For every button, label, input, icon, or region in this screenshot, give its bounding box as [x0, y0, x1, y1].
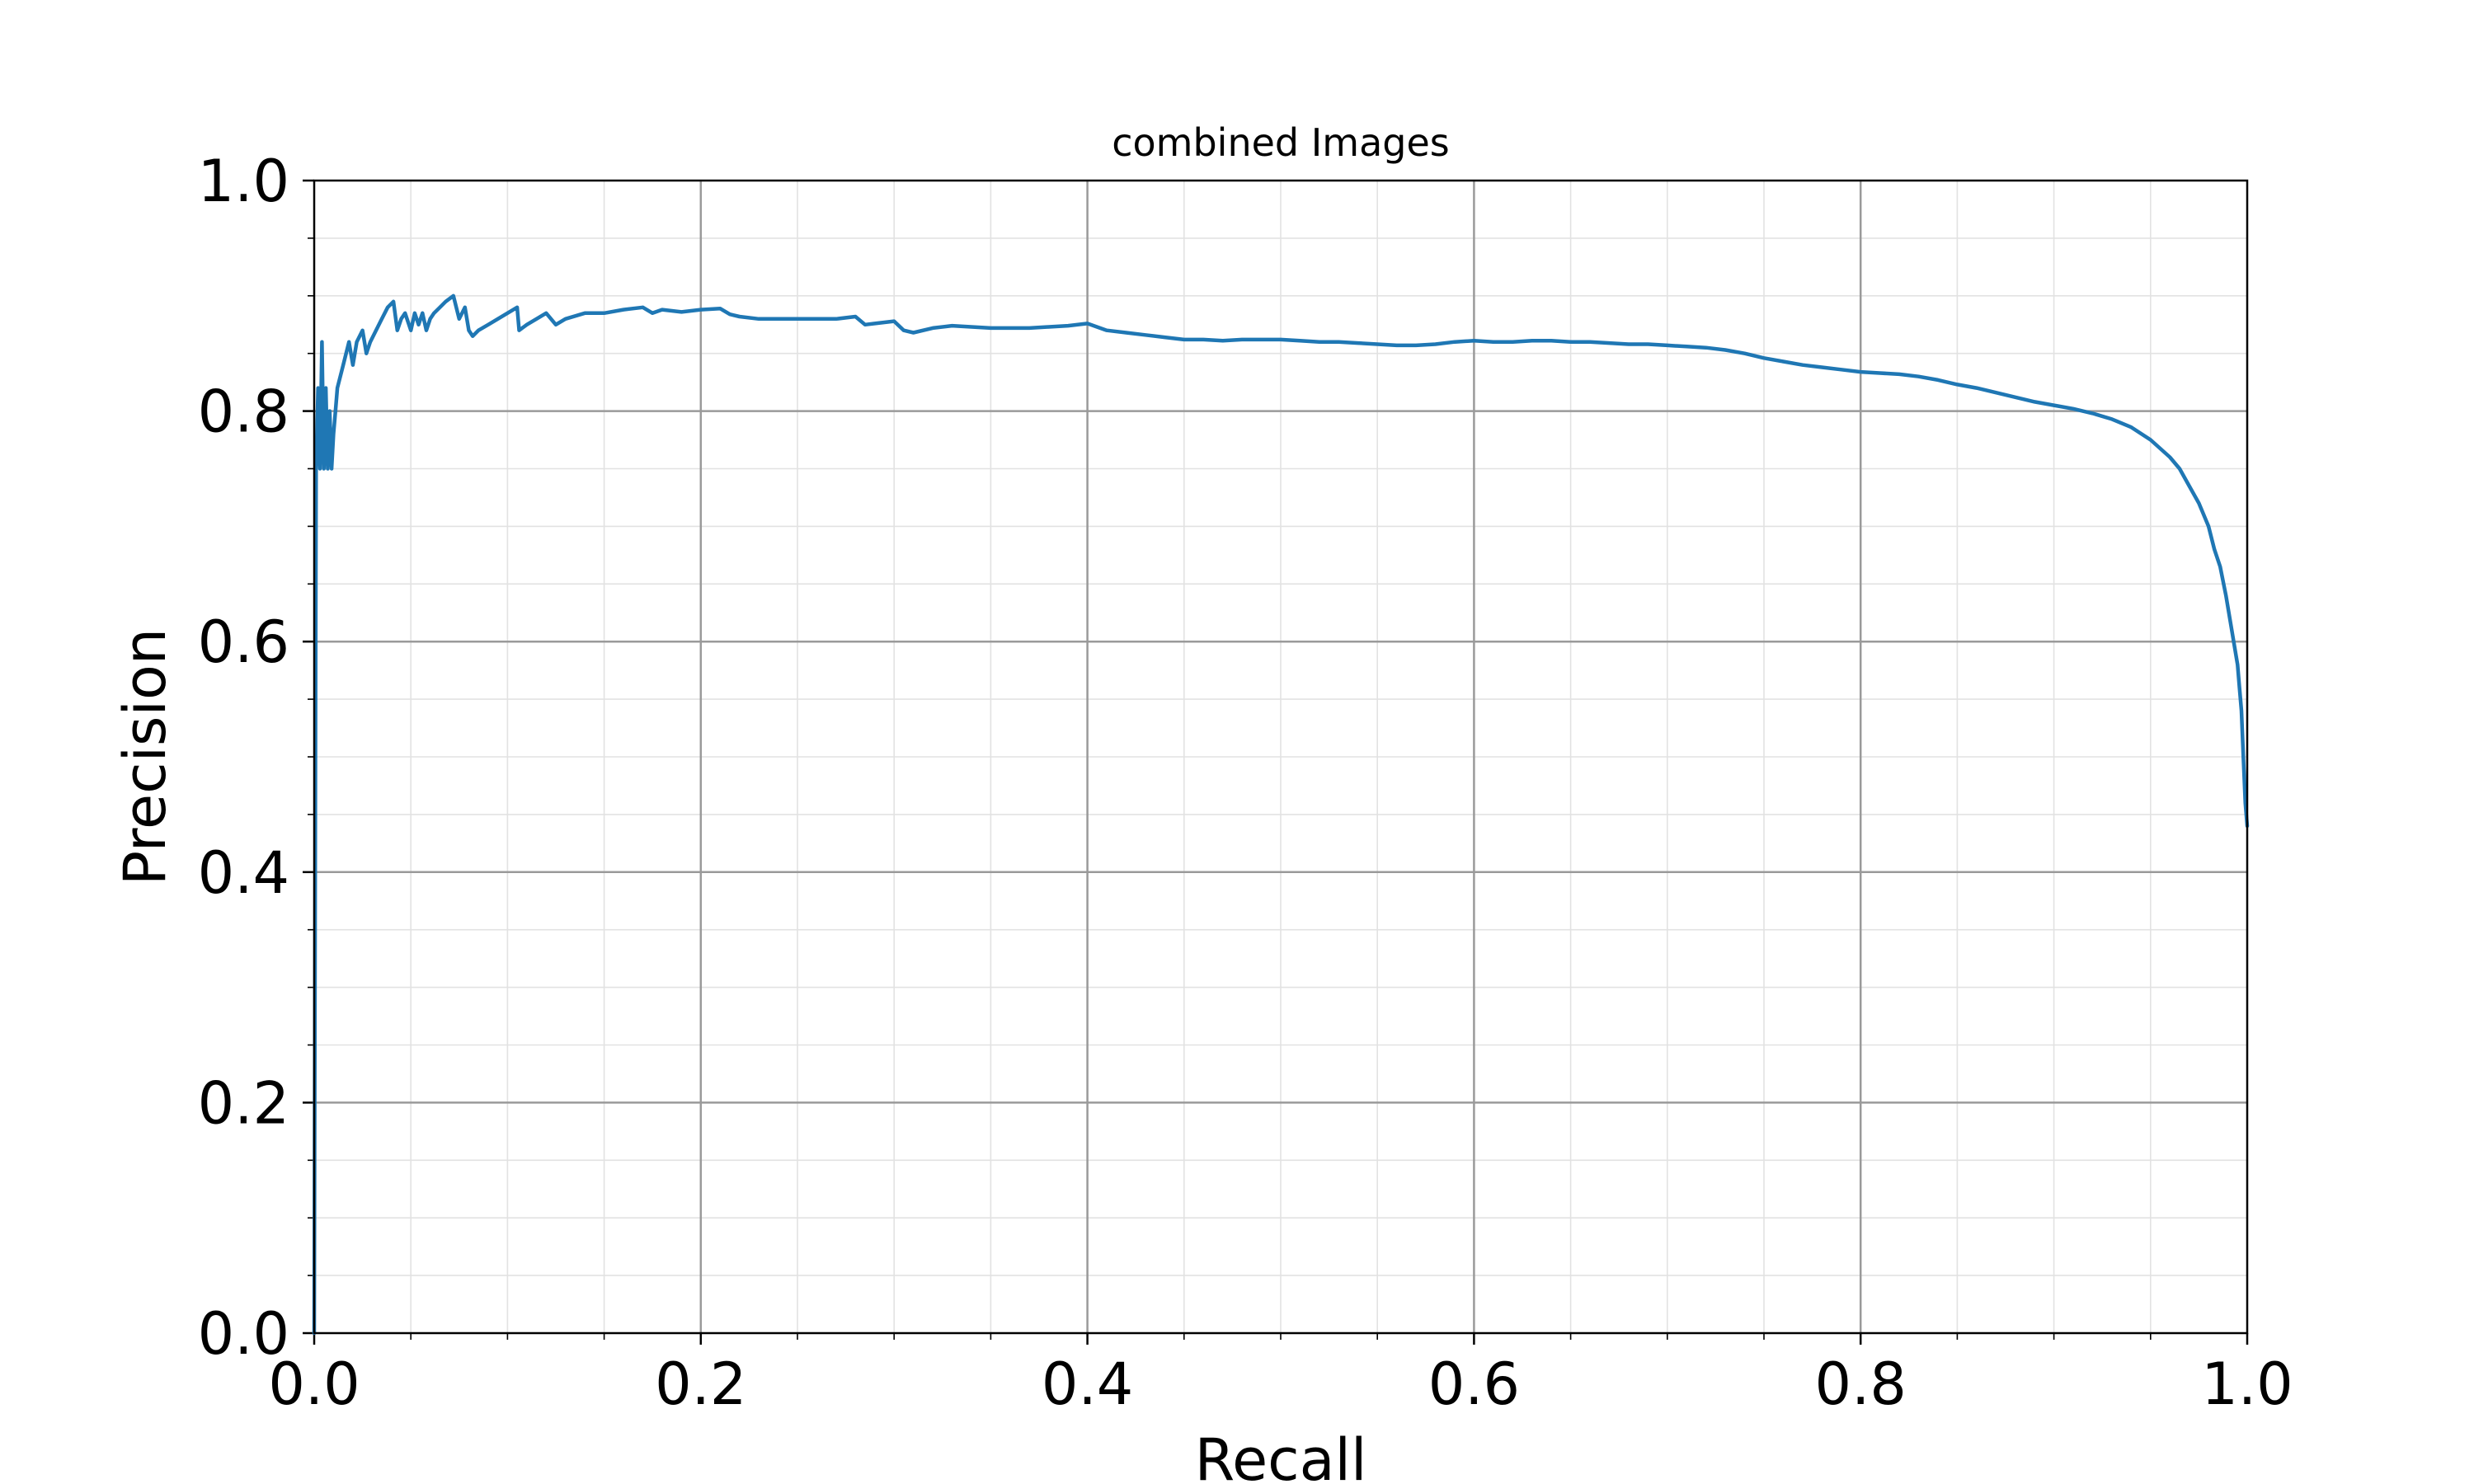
major-grid [314, 181, 2247, 1333]
y-axis-label: Precision [111, 628, 179, 885]
x-axis-label: Recall [1195, 1426, 1367, 1484]
tick-labels: 0.0 0.2 0.4 0.6 0.8 1.0 0.0 0.2 0.4 0.6 0.8 1.0 [198, 148, 2293, 1418]
x-tick-label: 0.6 [1428, 1350, 1520, 1418]
precision-recall-line [312, 294, 2250, 1336]
chart-title: combined Images [1112, 120, 1450, 165]
y-tick-label: 0.8 [198, 378, 289, 446]
x-tick-label: 0.0 [268, 1350, 360, 1418]
x-tick-label: 0.8 [1815, 1350, 1907, 1418]
y-tick-label: 0.2 [198, 1069, 289, 1137]
x-tick-label: 0.4 [1042, 1350, 1133, 1418]
x-tick-label: 0.2 [655, 1350, 746, 1418]
axis-ticks [303, 179, 2249, 1345]
plot-frame [313, 179, 2249, 1335]
y-tick-label: 0.6 [198, 608, 289, 676]
minor-grid [314, 181, 2247, 1333]
x-tick-label: 1.0 [2201, 1350, 2293, 1418]
y-tick-label: 0.4 [198, 839, 289, 907]
y-tick-label: 0.0 [198, 1300, 289, 1368]
series-group [312, 294, 2250, 1336]
y-tick-label: 1.0 [198, 148, 289, 215]
